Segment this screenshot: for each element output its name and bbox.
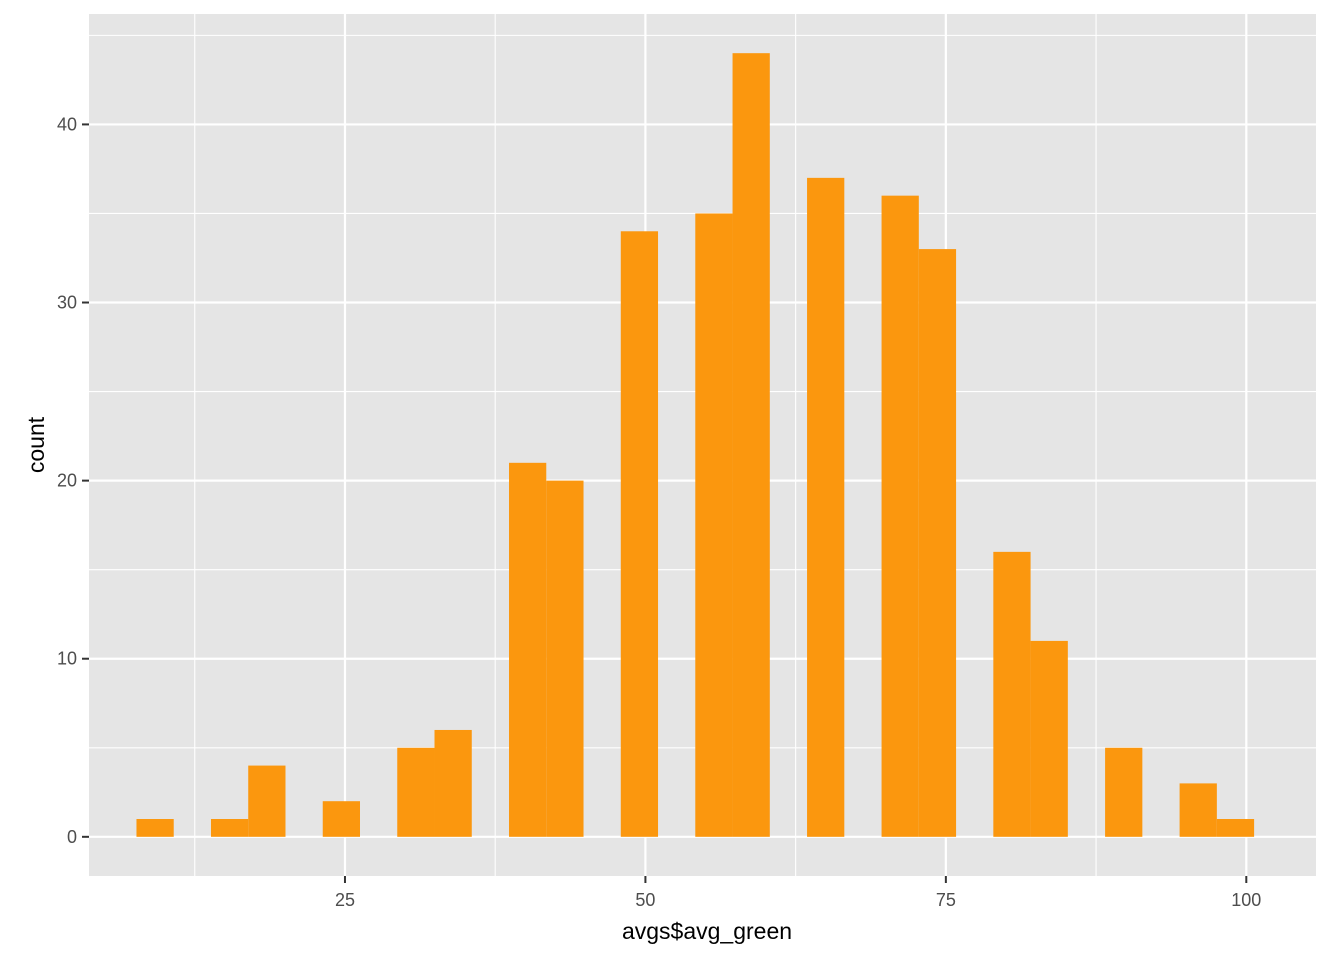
y-tick-label: 30 bbox=[57, 293, 77, 313]
y-tick-label: 40 bbox=[57, 114, 77, 134]
y-tick-label: 0 bbox=[67, 827, 77, 847]
y-tick-label: 20 bbox=[57, 471, 77, 491]
x-tick-label: 25 bbox=[335, 890, 355, 910]
histogram-bar bbox=[620, 231, 659, 837]
histogram-bar bbox=[322, 801, 360, 837]
histogram-bar bbox=[1179, 783, 1217, 837]
histogram-bar bbox=[695, 213, 733, 837]
histogram-bar bbox=[1216, 819, 1255, 837]
histogram-bar bbox=[210, 819, 249, 837]
x-axis-title: avgs$avg_green bbox=[622, 918, 792, 944]
histogram-bar bbox=[136, 819, 174, 837]
x-axis: 25 50 75 100 bbox=[335, 876, 1261, 910]
histogram-bar bbox=[509, 462, 547, 837]
histogram-bars bbox=[136, 53, 1255, 837]
histogram-bar bbox=[248, 765, 286, 837]
y-tick-label: 10 bbox=[57, 649, 77, 669]
y-axis: 0 10 20 30 40 bbox=[57, 114, 89, 847]
x-tick-label: 50 bbox=[635, 890, 655, 910]
histogram-bar bbox=[434, 729, 472, 837]
histogram-bar bbox=[732, 53, 770, 837]
histogram-bar bbox=[807, 177, 845, 837]
histogram-bar bbox=[881, 195, 919, 837]
x-tick-label: 100 bbox=[1231, 890, 1261, 910]
x-tick-label: 75 bbox=[936, 890, 956, 910]
histogram-bar bbox=[993, 551, 1031, 837]
y-axis-title: count bbox=[23, 416, 49, 473]
histogram-bar bbox=[397, 747, 435, 837]
histogram-bar bbox=[1030, 640, 1068, 837]
histogram-bar bbox=[1105, 747, 1143, 837]
histogram-bar bbox=[918, 249, 957, 837]
histogram-bar bbox=[546, 480, 584, 837]
